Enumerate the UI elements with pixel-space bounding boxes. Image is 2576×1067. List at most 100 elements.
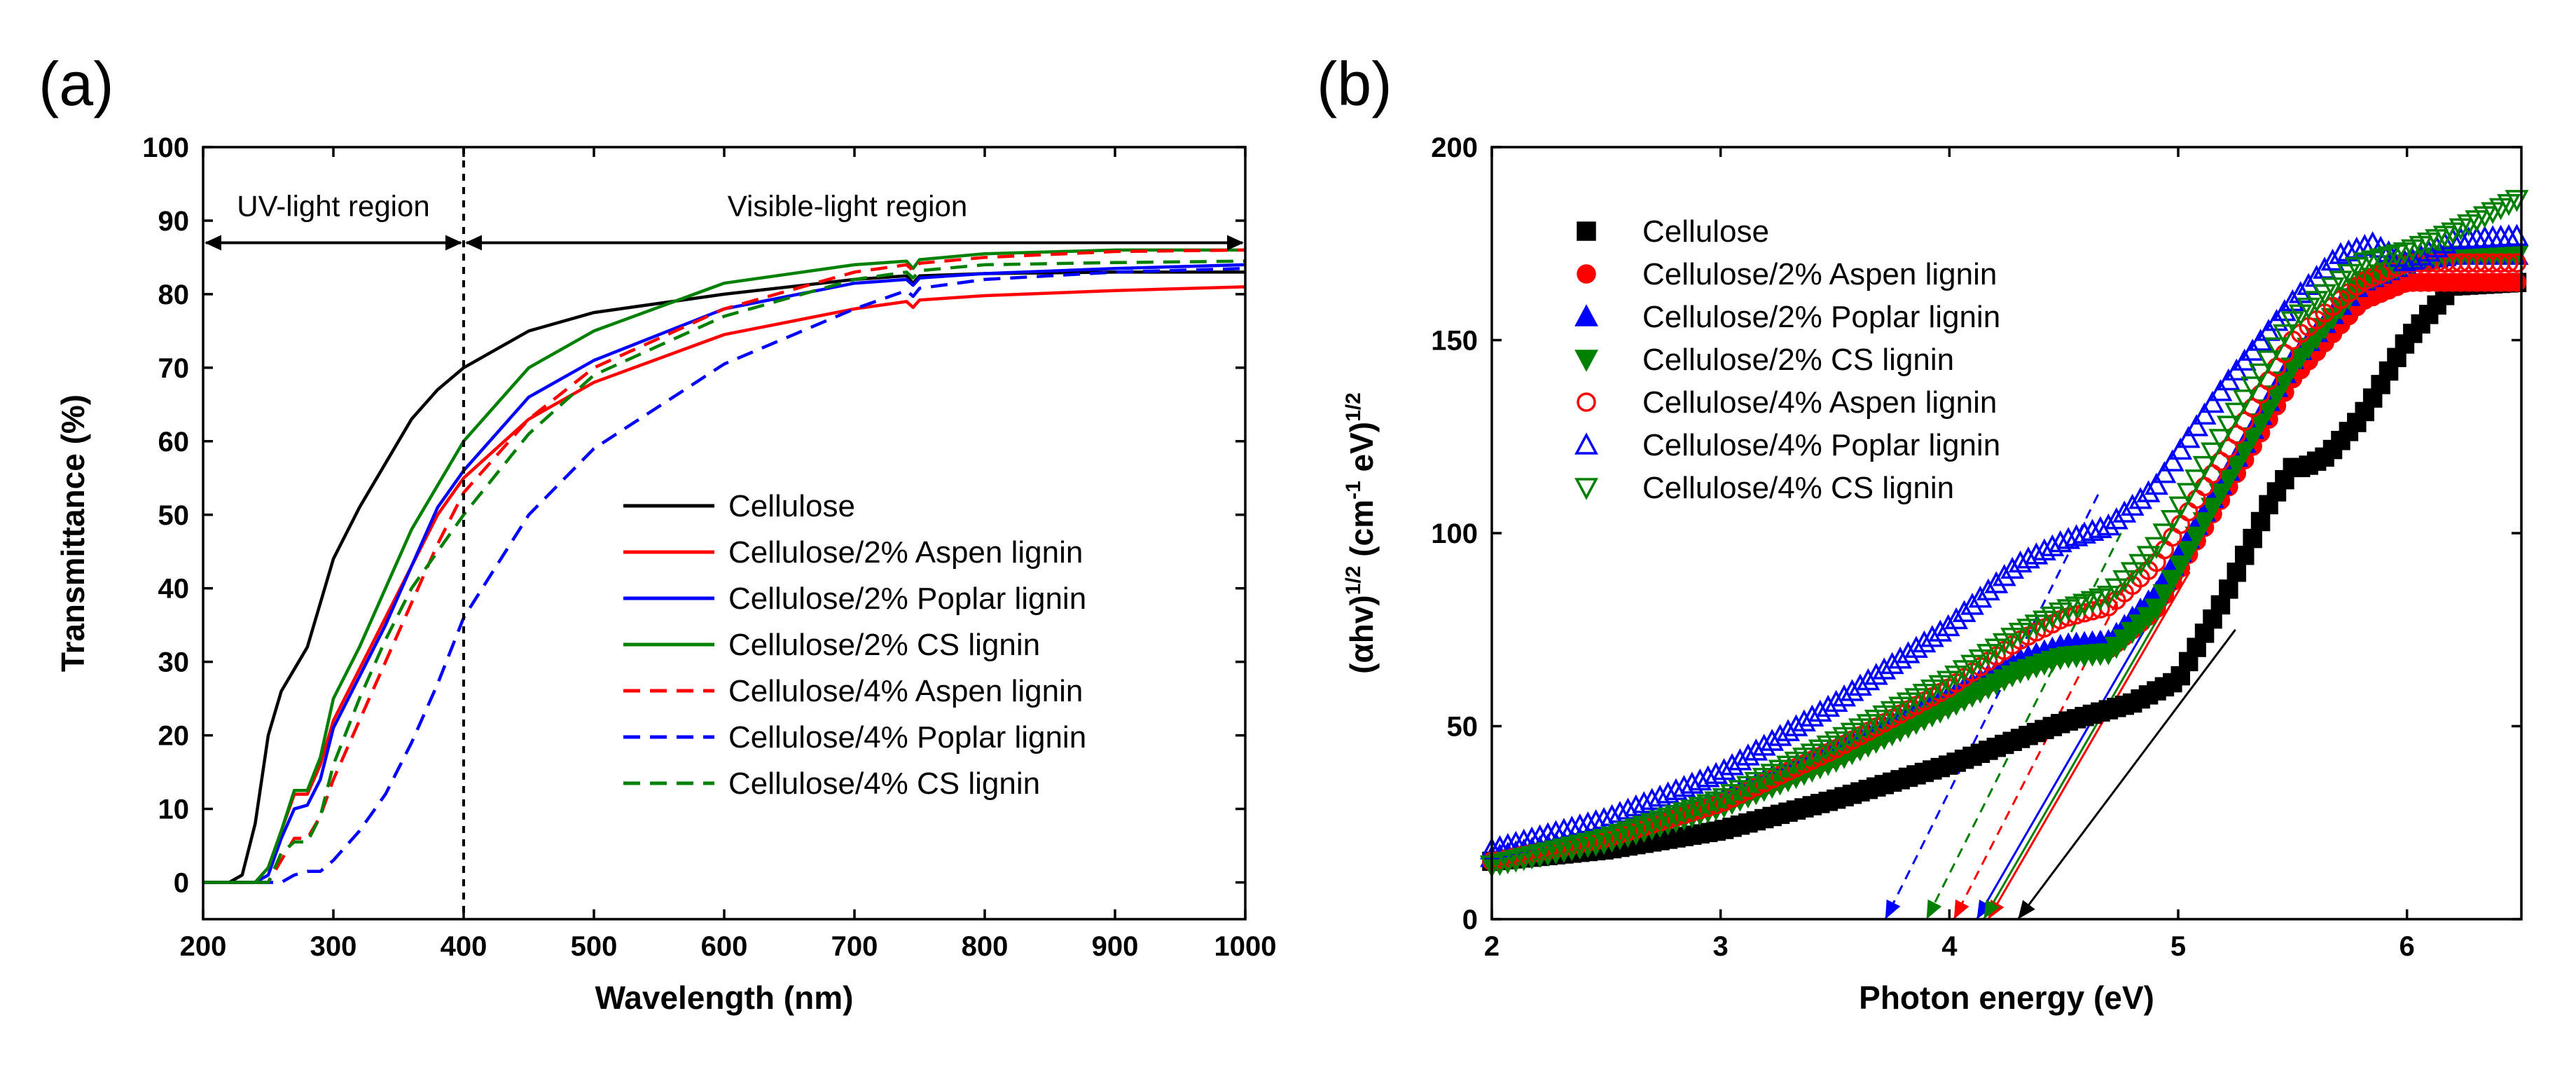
- data-point: [1928, 619, 1953, 642]
- panel-b-label: (b): [1317, 49, 1392, 118]
- data-point: [2096, 513, 2121, 536]
- x-tick-label: 200: [180, 931, 227, 962]
- data-point: [2080, 518, 2105, 541]
- data-point: [2128, 553, 2153, 577]
- data-point: [2104, 507, 2128, 530]
- data-point: [1968, 585, 1993, 608]
- legend-label-cellulose-4-aspen-lignin: Cellulose/4% Aspen lignin: [728, 674, 1083, 708]
- y-tick-label: 70: [158, 353, 190, 384]
- data-point: [2120, 562, 2145, 584]
- data-point: [2224, 402, 2249, 425]
- data-point: [2145, 472, 2168, 495]
- data-point: [1632, 791, 1656, 813]
- legend-label-cellulose-2-cs-lignin: Cellulose/2% CS lignin: [728, 628, 1040, 662]
- data-point: [1920, 625, 1944, 647]
- legend-label-cellulose-2-poplar-lignin: Cellulose/2% Poplar lignin: [1642, 300, 2000, 334]
- data-point: [2136, 546, 2161, 568]
- data-point: [1848, 673, 1872, 696]
- x-axis-title: Photon energy (eV): [1859, 979, 2154, 1016]
- data-point: [2064, 524, 2089, 546]
- x-tick-label: 800: [962, 931, 1009, 962]
- data-point: [2176, 483, 2201, 505]
- data-point: [2168, 555, 2193, 578]
- legend-label-cellulose-4-poplar-lignin: Cellulose/4% Poplar lignin: [728, 720, 1086, 755]
- data-point: [2024, 542, 2049, 565]
- data-point: [1952, 600, 1976, 622]
- data-point: [2329, 242, 2353, 264]
- y-tick-label: 60: [158, 427, 190, 457]
- tangent-arrowhead-cellulose: [2018, 900, 2035, 919]
- y-tick-label: 200: [1431, 132, 1478, 163]
- data-point: [2288, 304, 2313, 326]
- data-point: [2201, 390, 2224, 413]
- data-point: [2152, 461, 2177, 483]
- series-line-cellulose-2-cs-lignin: [203, 248, 1245, 884]
- y-tick-label: 0: [174, 868, 189, 899]
- data-point: [1840, 679, 1864, 701]
- uv-region-label: UV-light region: [237, 189, 429, 222]
- data-point: [2272, 324, 2297, 347]
- data-point: [1648, 784, 1673, 807]
- data-point: [2201, 497, 2224, 520]
- y-tick-label: 80: [158, 280, 190, 310]
- data-point: [2160, 449, 2184, 471]
- y-tick-label: 40: [158, 574, 190, 605]
- data-point: [1688, 768, 1712, 791]
- data-point: [2329, 270, 2353, 293]
- x-tick-label: 300: [310, 931, 357, 962]
- x-tick-label: 1000: [1214, 931, 1277, 962]
- data-point: [2224, 455, 2249, 478]
- data-point: [2264, 385, 2289, 408]
- data-point: [1816, 694, 1841, 717]
- data-point: [1704, 762, 1729, 785]
- arrowhead-left: [205, 235, 221, 251]
- tangent-line-cellulose-4-cs-lignin: [1925, 532, 2122, 920]
- series-cellulose-2-poplar-lignin: [1480, 242, 2529, 867]
- arrowhead-right: [1227, 235, 1244, 251]
- data-point: [1696, 765, 1720, 787]
- legend-label-cellulose-2-aspen-lignin: Cellulose/2% Aspen lignin: [1642, 257, 1997, 291]
- data-point: [2160, 570, 2184, 592]
- y-axis-title: Transmittance (%): [55, 394, 91, 672]
- data-point: [2210, 595, 2231, 615]
- legend-marker-cellulose-2-aspen-lignin: [1577, 264, 1596, 284]
- data-point: [2184, 414, 2209, 436]
- tangent-line-cellulose-4-poplar-lignin: [1884, 494, 2100, 920]
- data-point: [2168, 437, 2193, 460]
- data-point: [1656, 781, 1680, 804]
- y-tick-label: 50: [158, 500, 190, 531]
- y-axis-title-part: (cm: [1343, 500, 1380, 566]
- data-point: [2507, 273, 2527, 292]
- legend-marker-cellulose-2-cs-lignin: [1574, 350, 1598, 372]
- data-point: [2000, 556, 2025, 579]
- data-point: [1856, 668, 1881, 691]
- data-point: [1640, 787, 1664, 811]
- series-line-cellulose-2-aspen-lignin: [203, 285, 1246, 884]
- data-point: [1616, 797, 1640, 820]
- data-point: [2136, 480, 2161, 502]
- y-axis-title-part: 1/2: [1342, 392, 1365, 422]
- data-point: [2243, 528, 2262, 549]
- data-point: [2145, 537, 2168, 559]
- data-point: [2232, 390, 2257, 412]
- data-point: [2008, 550, 2033, 573]
- y-tick-label: 150: [1431, 326, 1478, 357]
- data-point: [2219, 579, 2238, 599]
- data-point: [2176, 541, 2201, 563]
- tangent-line-cellulose: [2017, 628, 2236, 920]
- y-axis-title-part: 1/2: [1342, 566, 1365, 596]
- data-point: [2257, 350, 2280, 373]
- tangent-line-cellulose-2-cs-lignin: [1983, 571, 2187, 920]
- y-axis-title-part: (αhv): [1343, 595, 1380, 674]
- series-cellulose-4-aspen-lignin: [1482, 253, 2527, 872]
- plot-frame-b: [1490, 146, 2523, 921]
- data-point: [2320, 277, 2345, 300]
- data-point: [2152, 584, 2177, 607]
- data-point: [2400, 247, 2425, 270]
- x-tick-label: 4: [1941, 931, 1958, 962]
- legend-label-cellulose-2-cs-lignin: Cellulose/2% CS lignin: [1642, 343, 1954, 377]
- panel-a-label: (a): [39, 49, 114, 118]
- data-point: [2232, 441, 2257, 464]
- data-point: [1888, 646, 1913, 669]
